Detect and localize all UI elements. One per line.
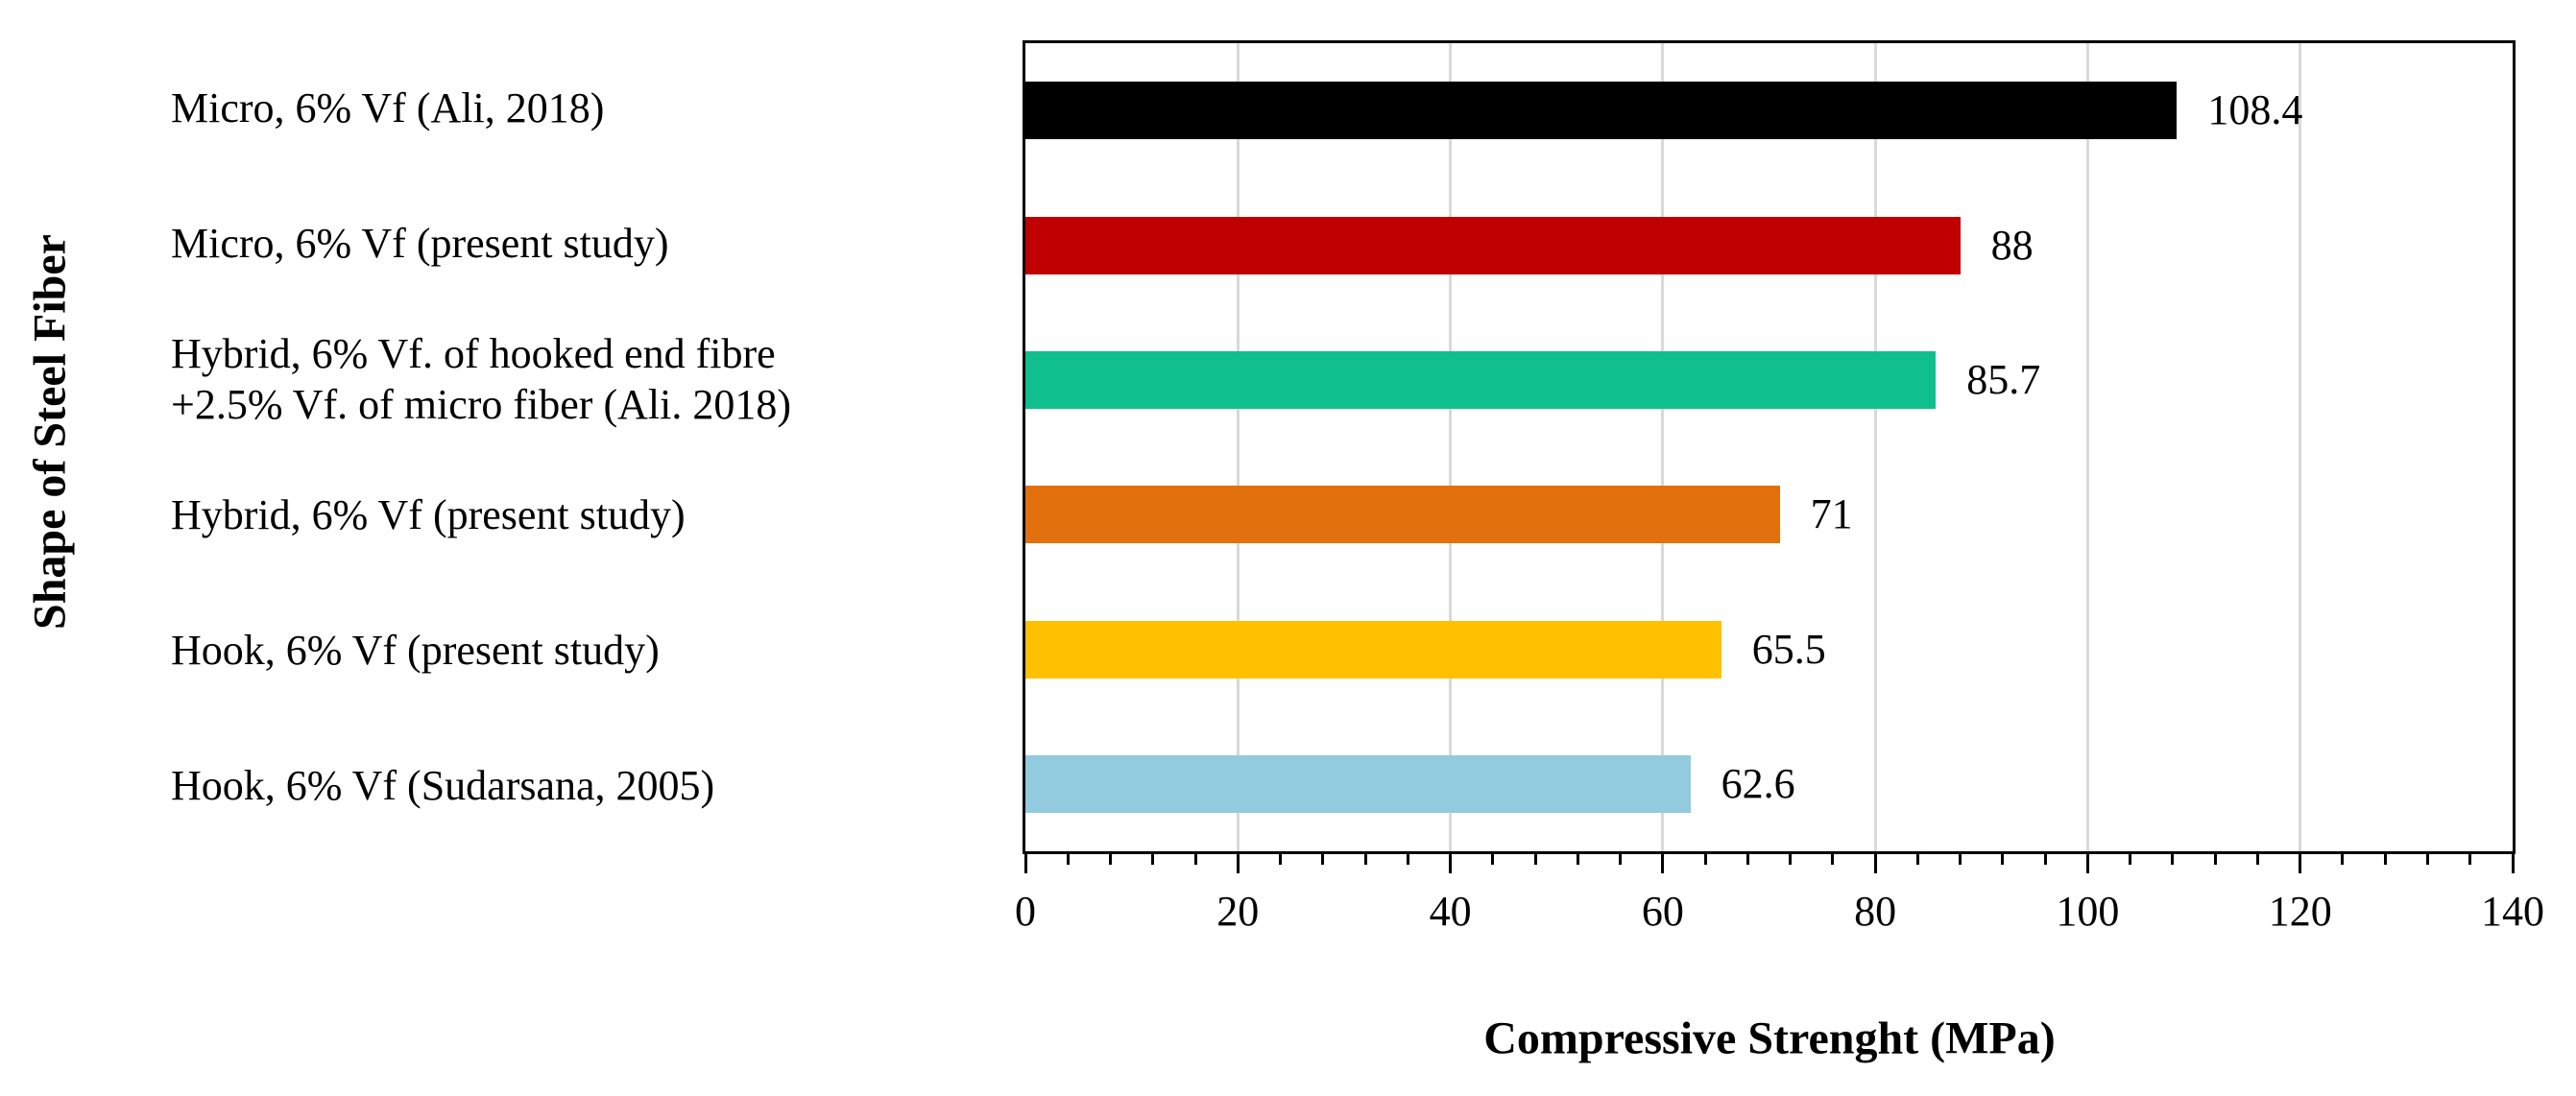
minor-tick [1109,854,1112,865]
major-tick [1023,854,1027,873]
category-row-4: Hybrid, 6% Vf (present study) [171,447,1011,583]
minor-tick [1959,854,1962,865]
minor-tick [2383,854,2387,865]
value-label-5: 65.5 [1751,625,1826,673]
minor-tick [1193,854,1197,865]
tick-label-0: 0 [1015,888,1036,935]
minor-tick [1533,854,1537,865]
value-label-3: 85.7 [1966,355,2041,403]
category-axis-labels: Micro, 6% Vf (Ali, 2018) Micro, 6% Vf (pr… [171,40,1011,854]
bar-2 [1025,216,1961,274]
minor-tick [1576,854,1579,865]
bar-4 [1025,486,1780,544]
value-label-2: 88 [1990,221,2034,269]
major-tick [2299,854,2302,873]
major-tick [1449,854,1453,873]
major-tick [1873,854,1877,873]
minor-tick [2341,854,2345,865]
major-tick [1236,854,1240,873]
gridline [2299,43,2302,851]
category-row-6: Hook, 6% Vf (Sudarsana, 2005) [171,719,1011,854]
tick-label-80: 80 [1854,888,1897,935]
category-label: Hook, 6% Vf (Sudarsana, 2005) [171,762,715,810]
bar-6 [1025,754,1691,813]
tick-label-20: 20 [1216,888,1260,935]
category-row-5: Hook, 6% Vf (present study) [171,583,1011,718]
value-label-4: 71 [1810,490,1853,538]
category-row-3: Hybrid, 6% Vf. of hooked end fibre +2.5% … [171,312,1011,447]
category-label: Hook, 6% Vf (present study) [171,627,660,675]
x-axis-title: Compressive Strenght (MPa) [1483,1013,2056,1064]
category-label: Hybrid, 6% Vf. of hooked end fibre +2.5% … [171,329,791,429]
value-label-6: 62.6 [1721,759,1795,807]
tick-label-140: 140 [2481,888,2544,935]
tick-label-100: 100 [2056,888,2120,935]
minor-tick [1703,854,1707,865]
minor-tick [2129,854,2132,865]
bar-3 [1025,350,1937,409]
category-label: Hybrid, 6% Vf (present study) [171,490,686,538]
major-tick [2085,854,2089,873]
tick-label-40: 40 [1429,888,1472,935]
minor-tick [1831,854,1835,865]
tick-label-120: 120 [2268,888,2332,935]
gridline [1661,43,1665,851]
bar-5 [1025,620,1721,679]
value-label-1: 108.4 [2207,86,2303,134]
minor-tick [2213,854,2217,865]
minor-tick [2468,854,2472,865]
minor-tick [1363,854,1367,865]
minor-tick [1321,854,1325,865]
bar-1 [1025,82,2178,140]
gridline [1236,43,1240,851]
minor-tick [2425,854,2429,865]
minor-tick [1789,854,1793,865]
gridline [1449,43,1453,851]
x-axis-tick-labels: 0 20 40 60 80 100 120 140 [1015,887,2544,944]
minor-tick [1406,854,1409,865]
x-axis-tick-marks [1023,854,2515,877]
minor-tick [2043,854,2047,865]
major-tick [2511,854,2515,873]
category-row-2: Micro, 6% Vf (present study) [171,176,1011,311]
minor-tick [2255,854,2259,865]
minor-tick [1066,854,1070,865]
minor-tick [1279,854,1283,865]
gridline [1873,43,1877,851]
minor-tick [2001,854,2005,865]
minor-tick [1151,854,1155,865]
plot-area: 108.4 88 85.7 71 65.5 62.6 [1023,40,2516,854]
minor-tick [1915,854,1919,865]
y-axis-title: Shape of Steel Fiber [24,234,76,630]
minor-tick [1619,854,1623,865]
category-row-1: Micro, 6% Vf (Ali, 2018) [171,40,1011,176]
gridline [2085,43,2089,851]
minor-tick [1745,854,1749,865]
category-label: Micro, 6% Vf (present study) [171,220,669,268]
tick-label-60: 60 [1641,888,1684,935]
category-label: Micro, 6% Vf (Ali, 2018) [171,83,605,131]
major-tick [1661,854,1665,873]
minor-tick [1491,854,1495,865]
minor-tick [2171,854,2175,865]
